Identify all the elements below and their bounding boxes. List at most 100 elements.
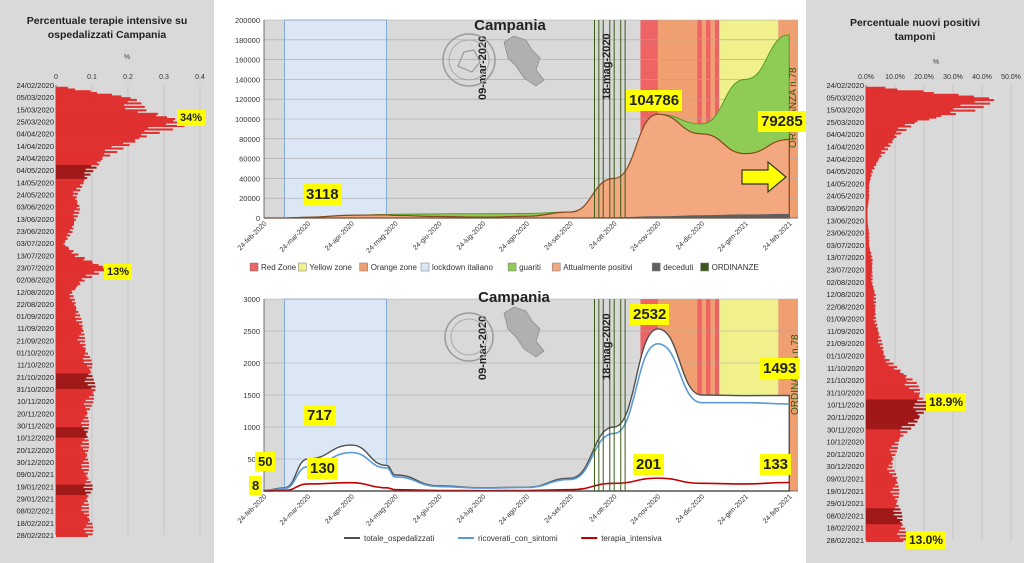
right-bar	[866, 464, 889, 467]
left-bar	[56, 244, 66, 247]
left-bar	[56, 168, 86, 171]
right-bar	[866, 415, 920, 418]
left-bar	[56, 441, 83, 444]
left-bar-chart: % 0 0.1 0.2 0.3 0.4 24/02/2020 05/03/2020 15/0…	[16, 54, 205, 540]
right-bar	[866, 518, 903, 521]
right-bar	[866, 352, 884, 355]
right-bar	[866, 193, 870, 196]
top-y-tick-label: 160000	[235, 56, 260, 65]
left-date-label: 02/08/2020	[16, 276, 54, 285]
left-bar	[56, 422, 82, 425]
right-bar	[866, 381, 917, 384]
left-bar	[56, 444, 81, 447]
right-bar	[866, 367, 894, 370]
left-date-label: 23/06/2020	[16, 227, 54, 236]
right-date-label: 18/02/2021	[826, 524, 864, 533]
left-bar	[56, 314, 81, 317]
right-bar	[866, 209, 868, 212]
left-bar	[56, 507, 90, 510]
left-bar	[56, 474, 86, 477]
left-date-label: 03/06/2020	[16, 203, 54, 212]
right-bar	[866, 410, 916, 413]
right-bar	[866, 218, 868, 221]
left-bar	[56, 208, 81, 211]
left-bar	[56, 439, 89, 442]
right-date-label: 14/04/2020	[826, 142, 864, 151]
bottom-label-201: 201	[633, 454, 665, 475]
left-bar	[56, 229, 70, 232]
left-bar	[56, 241, 65, 244]
left-bar	[56, 157, 103, 161]
right-bar	[866, 531, 907, 534]
left-date-label: 22/08/2020	[16, 300, 54, 309]
left-bar	[56, 156, 103, 159]
right-bar	[866, 374, 907, 377]
region-seal-logo	[444, 312, 494, 362]
right-date-label: 10/12/2020	[826, 438, 864, 447]
right-date-label: 02/08/2020	[826, 278, 864, 287]
left-bar	[56, 211, 80, 214]
right-bar	[866, 121, 915, 124]
top-legend-swatch	[651, 262, 661, 272]
left-bar	[56, 118, 176, 121]
right-bar	[866, 306, 875, 309]
top-legend-swatch	[700, 262, 709, 272]
right-bar	[866, 234, 869, 237]
left-date-label: 11/10/2020	[17, 361, 54, 370]
left-bar	[56, 458, 89, 461]
left-date-label: 20/11/2020	[17, 409, 54, 418]
left-bar	[56, 267, 104, 270]
right-bar	[866, 499, 898, 502]
right-bar	[866, 93, 959, 96]
right-bar	[866, 125, 912, 128]
right-bar	[866, 345, 880, 348]
left-date-label: 09/01/2021	[16, 470, 54, 479]
left-date-label: 01/09/2020	[16, 312, 54, 321]
right-bar	[866, 471, 889, 474]
right-bar	[866, 332, 880, 335]
left-bar	[56, 435, 88, 439]
left-bar	[56, 390, 94, 393]
right-date-label: 04/04/2020	[826, 130, 864, 139]
right-bar	[866, 232, 870, 235]
left-bar	[56, 232, 68, 235]
right-date-label: 21/09/2020	[826, 339, 864, 348]
right-bar	[866, 253, 871, 256]
right-date-label: 24/04/2020	[826, 155, 864, 164]
right-bar	[866, 536, 900, 539]
right-bar	[866, 181, 870, 184]
right-date-label: 20/12/2020	[826, 450, 864, 459]
left-bar	[56, 535, 89, 538]
right-bar	[866, 348, 882, 351]
right-bar	[866, 90, 924, 93]
bottom-label-133: 133	[760, 454, 792, 475]
right-bar	[866, 527, 906, 530]
top-vlabel-lockdown-end: 18-mag-2020	[601, 33, 613, 100]
bottom-chart: 050010001500200025003000 24-feb-202024-m…	[237, 289, 801, 543]
left-bar	[56, 526, 94, 529]
right-bar	[866, 162, 877, 165]
right-bar	[866, 128, 907, 131]
right-bar	[866, 460, 892, 464]
right-bar	[866, 355, 886, 358]
left-bar	[56, 324, 83, 327]
left-bar	[56, 190, 74, 194]
left-bar	[56, 223, 74, 227]
right-bar	[866, 172, 871, 175]
left-bar	[56, 336, 85, 339]
bottom-vlabel-lockdown-end: 18-mag-2020	[601, 313, 613, 380]
right-bar-chart: % 0.0% 10.0% 20.0% 30.0% 40.0% 50.0% 24/02/20…	[826, 59, 1020, 545]
left-bar	[56, 378, 94, 381]
right-date-label: 23/06/2020	[826, 229, 864, 238]
left-bar	[56, 317, 82, 320]
left-bar	[56, 409, 87, 412]
right-bar	[866, 246, 870, 249]
right-bar	[866, 251, 872, 254]
right-bar	[866, 211, 868, 214]
left-bar	[56, 116, 168, 119]
right-bar	[866, 290, 875, 293]
left-bar	[56, 333, 85, 336]
right-bar	[866, 524, 903, 527]
left-bar	[56, 276, 93, 279]
right-bar	[866, 295, 874, 298]
